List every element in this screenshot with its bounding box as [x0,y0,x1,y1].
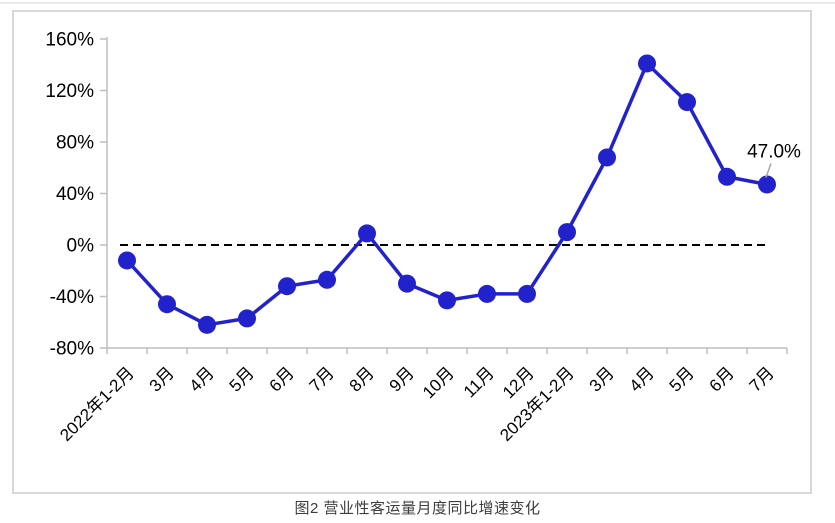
y-tick-label: 80% [56,133,94,154]
data-point [518,284,536,303]
data-point [558,223,576,242]
x-tick-label: 4月 [626,363,658,395]
data-point [398,274,416,293]
data-point [718,167,736,186]
y-tick-label: -40% [50,287,94,308]
chart-caption: 图2 营业性客运量月度同比增速变化 [294,500,541,517]
x-tick-label: 9月 [386,363,418,395]
data-point [598,148,616,167]
x-tick-label: 6月 [266,363,298,395]
x-tick-label: 2023年1-2月 [496,363,578,445]
data-point [118,251,136,270]
x-tick-label: 6月 [706,363,738,395]
x-tick-label: 7月 [306,363,338,395]
data-point [358,224,376,243]
x-tick-label: 7月 [746,363,778,395]
y-tick-label: -80% [50,339,94,360]
data-point [318,270,336,289]
top-divider [0,2,835,4]
x-tick-label: 10月 [419,363,458,402]
x-tick-label: 5月 [226,363,258,395]
data-point [438,291,456,310]
annotation-label: 47.0% [747,141,801,162]
y-tick-label: 160% [45,30,94,51]
x-tick-label: 11月 [460,363,498,401]
y-tick-label: 120% [45,81,94,102]
data-point [678,93,696,112]
line-chart: 160%120%80%40%0%-40%-80%2022年1-2月 3月 4月 5月 6… [45,30,801,445]
data-point [478,284,496,303]
x-tick-label: 5月 [666,363,698,395]
x-tick-label: 3月 [586,363,618,395]
x-tick-label: 2022年1-2月 [56,363,138,445]
annotation-leader-line [765,163,772,178]
data-point [198,315,216,334]
data-point [758,175,776,194]
chart-container: 160% 120% 80% 40% 0% -40% -80% 2022年1-2月 3月 4月 5月 6… [12,10,812,494]
data-point [638,54,656,73]
data-point [158,295,176,314]
data-line [125,61,769,327]
data-point [278,277,296,296]
x-tick-label: 4月 [186,363,218,395]
y-tick-label: 40% [56,184,94,205]
x-tick-label: 3月 [146,363,178,395]
x-tick-label: 8月 [346,363,378,395]
data-point [238,309,256,328]
y-tick-label: 0% [67,236,95,257]
